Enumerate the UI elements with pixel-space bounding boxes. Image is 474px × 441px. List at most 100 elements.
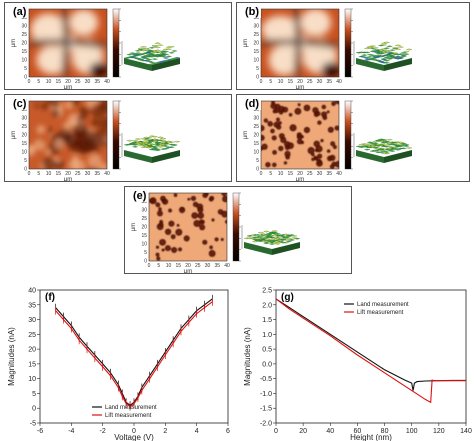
x-tick-label: 10: [278, 79, 284, 85]
x-tick-label: 40: [104, 79, 110, 85]
chart-g: 0 20 40 60 80 100 120 140 -2.0 -1.5 -1.0 -0.5 0.0 0.5…: [236, 282, 474, 441]
afm-image-b: 00551010151520202525303035354040μmμm: [239, 5, 469, 89]
y-tick-label: 25: [28, 332, 36, 339]
y-unit-label: μm: [243, 39, 249, 47]
plot-frame: [275, 289, 467, 424]
afm-3d-surface: [355, 138, 413, 163]
y-tick-label: -1.5: [260, 406, 272, 413]
afm-height-map: [261, 101, 339, 169]
y-tick-label: 35: [253, 15, 259, 21]
y-tick-label: 30: [21, 116, 27, 122]
panel-a: (a) 00551010151520202525303035354040μmμm: [4, 2, 232, 90]
x-tick-label: 5: [37, 171, 40, 177]
y-tick-label: 20: [21, 133, 27, 139]
x-tick-label: 35: [326, 79, 332, 85]
x-tick-label: 5: [269, 79, 272, 85]
x-tick-label: -4: [68, 428, 74, 435]
y-tick-label: 5: [24, 158, 27, 164]
y-tick-label: 30: [141, 208, 147, 214]
y-tick-label: 0: [32, 406, 36, 413]
x-tick-label: 40: [326, 428, 334, 435]
afm-3d-surface: [355, 41, 413, 71]
x-tick-label: 0: [132, 428, 136, 435]
panel-d: (d) 00551010151520202525303035354040μmμm: [236, 94, 470, 182]
x-unit-label: μm: [64, 177, 72, 181]
x-tick-label: 20: [297, 171, 303, 177]
y-tick-label: 20: [253, 41, 259, 47]
x-tick-label: 5: [37, 79, 40, 85]
panel-label: (d): [243, 98, 262, 110]
y-tick-label: -0.5: [260, 376, 272, 383]
y-tick-label: 5: [256, 66, 259, 72]
x-tick-label: 25: [75, 79, 81, 85]
y-tick-label: 0: [24, 75, 27, 81]
y-tick-label: 40: [28, 288, 36, 295]
y-tick-label: 15: [21, 49, 27, 55]
y-tick-label: 0: [24, 167, 27, 173]
y-tick-label: 10: [21, 58, 27, 64]
color-bar: [344, 100, 352, 170]
x-tick-label: 10: [166, 263, 172, 269]
x-tick-label: 40: [336, 79, 342, 85]
x-unit-label: μm: [296, 177, 304, 181]
y-tick-label: 15: [253, 49, 259, 55]
y-tick-label: 15: [141, 233, 147, 239]
y-tick-label: 35: [253, 107, 259, 113]
series-line-2: [275, 298, 466, 404]
y-tick-label: 25: [253, 32, 259, 38]
x-axis-label: Voltage (V): [114, 433, 154, 441]
x-unit-label: μm: [184, 269, 192, 273]
y-tick-label: 0.5: [262, 347, 272, 354]
y-tick-label: 25: [21, 124, 27, 130]
x-tick-label: 30: [317, 171, 323, 177]
x-tick-label: -2: [100, 428, 106, 435]
panel-b: (b) 00551010151520202525303035354040μmμm: [236, 2, 470, 90]
y-tick-label: 30: [253, 24, 259, 30]
afm-height-map: [149, 193, 227, 261]
y-tick-label: 30: [28, 317, 36, 324]
x-unit-label: μm: [296, 85, 304, 89]
y-unit-label: μm: [131, 223, 137, 231]
color-bar: [344, 8, 352, 78]
panel-e: (e) 00551010151520202525303035354040μmμm: [124, 186, 352, 274]
y-tick-label: 0: [256, 167, 259, 173]
y-tick-label: 30: [21, 24, 27, 30]
x-tick-label: 40: [336, 171, 342, 177]
panel-label: (a): [11, 6, 29, 18]
y-unit-label: μm: [243, 131, 249, 139]
legend-entry: Lift measurement: [357, 310, 404, 316]
x-tick-label: 30: [317, 79, 323, 85]
series-line-1: [55, 298, 213, 406]
x-tick-label: 15: [287, 79, 293, 85]
panel-c: (c) 00551010151520202525303035354040μmμm: [4, 94, 232, 182]
color-bar: [112, 8, 120, 78]
color-bar: [112, 100, 120, 170]
x-tick-label: 20: [297, 79, 303, 85]
panel-label: (g): [281, 292, 294, 303]
y-axis-label: Magnitudes (nA): [7, 327, 16, 386]
x-tick-label: 35: [94, 171, 100, 177]
x-tick-label: 100: [406, 428, 418, 435]
x-tick-label: 2: [163, 428, 167, 435]
panel-label: (b): [243, 6, 262, 18]
x-tick-label: 15: [175, 263, 181, 269]
x-tick-label: 10: [46, 171, 52, 177]
x-tick-label: 25: [75, 171, 81, 177]
x-tick-label: 120: [433, 428, 445, 435]
y-tick-label: 10: [28, 376, 36, 383]
x-tick-label: 0: [274, 428, 278, 435]
y-tick-label: 0: [144, 259, 147, 265]
y-tick-label: 1.0: [262, 332, 272, 339]
x-tick-label: 25: [307, 79, 313, 85]
x-unit-label: μm: [64, 85, 72, 89]
y-tick-label: 25: [141, 216, 147, 222]
y-tick-label: 25: [21, 32, 27, 38]
y-tick-label: 10: [21, 150, 27, 156]
afm-3d-surface: [243, 230, 301, 255]
afm-height-map: [29, 9, 107, 77]
x-tick-label: -6: [37, 428, 43, 435]
y-tick-label: 35: [28, 302, 36, 309]
y-tick-label: 20: [28, 347, 36, 354]
x-tick-label: 30: [85, 171, 91, 177]
x-tick-label: 30: [85, 79, 91, 85]
